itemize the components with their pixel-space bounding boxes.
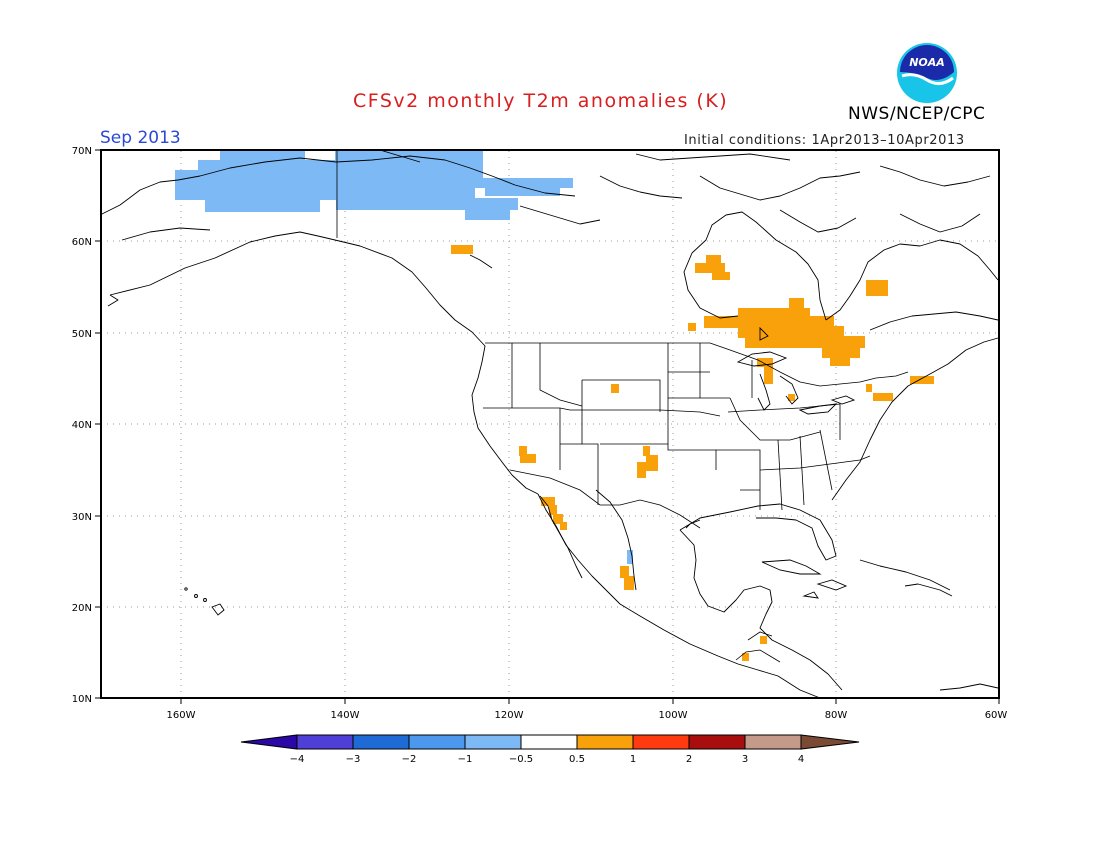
lon-label-80w: 80W [825, 710, 848, 721]
colorbar [240, 734, 860, 750]
lat-label-20n: 20N [72, 603, 92, 614]
colorbar-swatch-below-4 [240, 734, 298, 750]
great-lakes [736, 326, 856, 415]
colorbar-label: −0.5 [509, 754, 533, 765]
noaa-logo-icon: NOAA [897, 43, 957, 103]
lat-ticks [95, 149, 101, 699]
colorbar-swatch-2-1 [408, 734, 466, 750]
colorbar-label: −2 [402, 754, 417, 765]
colorbar-swatch-2-3 [688, 734, 746, 750]
forecast-month: Sep 2013 [100, 128, 181, 148]
lon-label-140w: 140W [331, 710, 360, 721]
coastlines [99, 149, 999, 699]
colorbar-label: 3 [742, 754, 748, 765]
lon-label-100w: 100W [659, 710, 688, 721]
colorbar-swatch-above-4 [800, 734, 860, 750]
positive-anomaly-cells [451, 245, 934, 661]
initial-conditions-label: Initial conditions: 1Apr2013–10Apr2013 [684, 133, 965, 148]
graticule [101, 151, 999, 698]
lon-label-160w: 160W [167, 710, 196, 721]
agency-label: NWS/NCEP/CPC [848, 104, 986, 124]
lat-label-30n: 30N [72, 512, 92, 523]
colorbar-swatch-3-2 [352, 734, 410, 750]
lon-label-120w: 120W [495, 710, 524, 721]
colorbar-swatch-4-3 [296, 734, 354, 750]
lat-label-60n: 60N [72, 237, 92, 248]
colorbar-label: −3 [346, 754, 361, 765]
colorbar-label: −1 [458, 754, 473, 765]
colorbar-label: −4 [290, 754, 305, 765]
lat-label-70n: 70N [72, 146, 92, 157]
colorbar-label: 4 [798, 754, 804, 765]
map-title: CFSv2 monthly T2m anomalies (K) [353, 90, 729, 112]
lat-label-40n: 40N [72, 420, 92, 431]
colorbar-label: 1 [630, 754, 636, 765]
colorbar-label: 0.5 [569, 754, 585, 765]
lon-labels: 160W 140W 120W 100W 80W 60W [167, 710, 1008, 721]
colorbar-swatch-1-2 [632, 734, 690, 750]
lon-ticks [180, 698, 1000, 704]
lon-label-60w: 60W [985, 710, 1008, 721]
colorbar-swatch-1-05 [464, 734, 522, 750]
lat-labels: 70N 60N 50N 40N 30N 20N 10N [72, 146, 92, 705]
negative-anomaly-cells [175, 150, 633, 564]
colorbar-labels: −4 −3 −2 −1 −0.5 0.5 1 2 3 4 [290, 754, 805, 765]
boundaries [336, 150, 909, 663]
colorbar-swatch-3-4 [744, 734, 802, 750]
lat-label-50n: 50N [72, 329, 92, 340]
lat-label-10n: 10N [72, 694, 92, 705]
islands [184, 559, 848, 616]
map-frame [100, 149, 1000, 699]
colorbar-swatch-05-1 [576, 734, 634, 750]
colorbar-label: 2 [686, 754, 692, 765]
colorbar-swatch-neutral [520, 734, 578, 750]
noaa-logo-text: NOAA [909, 56, 945, 69]
